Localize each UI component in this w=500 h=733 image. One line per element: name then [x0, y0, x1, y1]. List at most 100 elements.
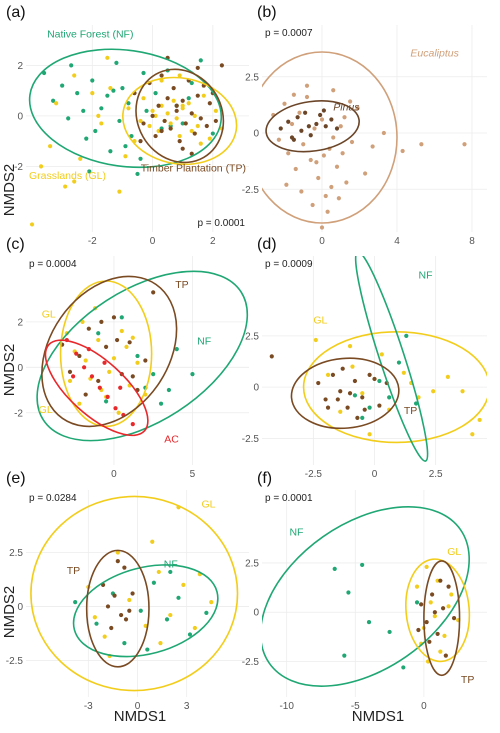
point-eucaliptus [297, 110, 302, 115]
point-ac [130, 422, 135, 427]
point-tp [180, 98, 185, 103]
point-gl [119, 328, 124, 334]
point-tp [83, 392, 88, 397]
point-nf [94, 621, 99, 626]
point-gl [159, 78, 164, 83]
point-gl [338, 409, 343, 414]
point-tp [451, 616, 457, 621]
point-gl [171, 98, 176, 103]
point-gl [78, 156, 83, 161]
point-nf [105, 93, 110, 98]
y-tick-label: -2 [14, 162, 23, 173]
point-gl [48, 144, 53, 149]
y-axis-label-bottom: NMDS2 [1, 586, 18, 639]
point-gl [72, 73, 77, 78]
point-tp [86, 326, 91, 331]
point-nf [166, 387, 172, 393]
point-tp [130, 591, 135, 596]
point-gl [432, 614, 437, 619]
y-tick-label: 2.5 [245, 72, 259, 83]
point-gl [189, 128, 194, 134]
x-tick-label: -10 [279, 701, 294, 712]
x-tick-label: 0 [111, 469, 117, 480]
point-tp [159, 73, 164, 78]
point-tp [183, 121, 188, 126]
point-eucaliptus [310, 202, 315, 208]
point-tp [204, 123, 209, 129]
point-gl [126, 106, 131, 111]
ellipse-tp [41, 275, 178, 428]
ellipse-tp [135, 68, 225, 164]
point-tp [165, 96, 170, 101]
group-label-gl: GL [313, 315, 327, 327]
point-nf [396, 360, 402, 365]
point-gl [124, 344, 129, 349]
point-nf [168, 569, 173, 575]
point-nf [51, 98, 56, 103]
p-value: p = 0.0004 [29, 259, 77, 270]
point-nf [119, 315, 124, 320]
point-nf [135, 171, 140, 177]
point-gl [150, 108, 155, 113]
panel-d: -2.5 0 2.5 -2.5 0 2.5 NF GL TP p = 0.0009 (d) [242, 236, 487, 480]
point-gl [147, 123, 152, 129]
point-tp [207, 101, 212, 106]
y-tick-label: 2 [17, 61, 23, 72]
point-tp [345, 405, 350, 410]
point-gl [96, 337, 101, 343]
point-gl [108, 86, 113, 91]
group-label-gl: GL [447, 546, 461, 558]
point-tp [112, 593, 117, 598]
point-gl [80, 319, 85, 324]
point-nf [66, 116, 71, 121]
point-tp [177, 139, 182, 144]
y-tick-label: 2.5 [245, 558, 259, 569]
x-tick-label: 0 [421, 701, 427, 712]
plot-background [26, 25, 249, 232]
panel-letter: (f) [257, 470, 272, 487]
y-tick-label: 0 [17, 111, 23, 122]
point-nf [360, 415, 365, 420]
point-ac [102, 360, 107, 365]
point-nf [404, 333, 409, 339]
point-gl [401, 370, 406, 375]
point-tp [338, 389, 343, 394]
point-gl [213, 108, 218, 113]
x-tick-label: 2.5 [429, 469, 443, 480]
point-gl [431, 389, 436, 394]
p-value: p = 0.0009 [265, 259, 313, 270]
point-pinus [308, 133, 313, 138]
point-tp [424, 619, 429, 625]
point-nf [141, 70, 146, 76]
group-label-tp: TP [175, 279, 188, 291]
y-tick-label: 0 [253, 129, 259, 140]
point-nf [103, 399, 109, 404]
point-gl [107, 369, 112, 374]
point-gl [168, 121, 173, 126]
point-tp [372, 376, 377, 382]
point-eucaliptus [340, 151, 345, 156]
point-nf [158, 401, 164, 406]
point-tp [99, 319, 104, 324]
point-pinus [286, 119, 291, 124]
point-gl [156, 128, 161, 134]
point-tp [67, 369, 73, 374]
point-tp [103, 344, 109, 349]
point-nf [75, 91, 80, 96]
point-tp [114, 337, 120, 343]
point-nf [99, 106, 104, 111]
y-tick-label: -2.5 [242, 657, 260, 668]
point-tp [430, 592, 435, 597]
p-value: p = 0.0001 [265, 493, 313, 504]
point-gl [156, 569, 161, 575]
ellipse-tp [423, 560, 461, 677]
plot-area [262, 505, 471, 687]
point-tp [316, 380, 321, 386]
point-gl [449, 592, 454, 597]
point-gl [414, 584, 420, 589]
x-tick-label: -5 [351, 701, 360, 712]
point-tp [189, 151, 194, 156]
group-label-tp: TP [404, 405, 417, 417]
point-nf [186, 96, 191, 101]
point-pinus [321, 108, 326, 113]
